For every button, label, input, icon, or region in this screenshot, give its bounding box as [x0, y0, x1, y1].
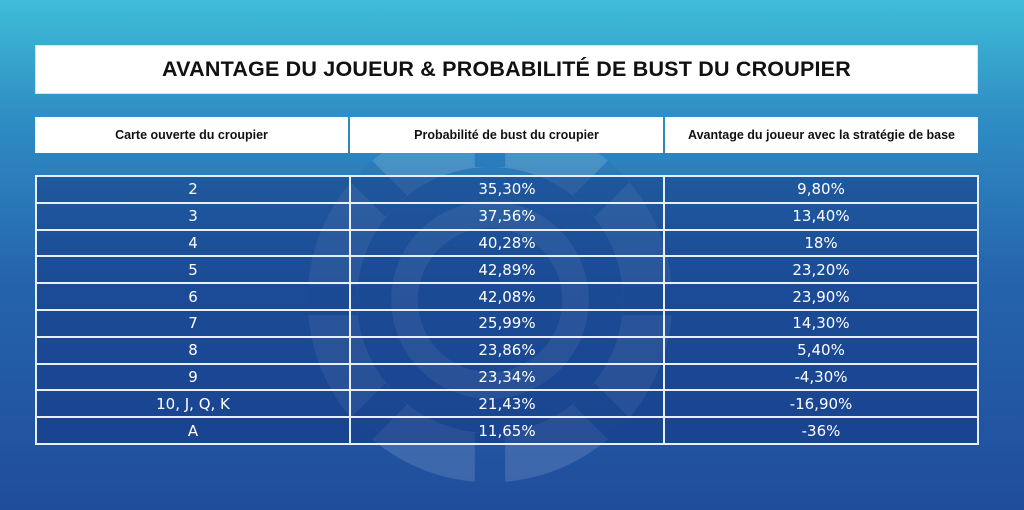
player-advantage-cell: 14,30% — [663, 308, 979, 338]
bust-probability-cell: 23,86% — [349, 335, 665, 365]
player-advantage-cell: 9,80% — [663, 175, 979, 204]
player-advantage-cell: -16,90% — [663, 389, 979, 419]
table-row: 2 35,30% 9,80% — [35, 175, 979, 204]
dealer-card-cell: 9 — [35, 362, 351, 392]
bust-probability-cell: 35,30% — [349, 175, 665, 204]
player-advantage-cell: -36% — [663, 416, 979, 445]
table-row: A 11,65% -36% — [35, 416, 979, 445]
bust-probability-cell: 37,56% — [349, 201, 665, 231]
table-row: 7 25,99% 14,30% — [35, 308, 979, 338]
bust-probability-cell: 21,43% — [349, 389, 665, 419]
probability-table: 2 35,30% 9,80% 3 37,56% 13,40% 4 40,28% 18% 5 42,8… — [35, 175, 979, 445]
dealer-card-cell: A — [35, 416, 351, 445]
player-advantage-cell: 23,20% — [663, 255, 979, 285]
table-row: 4 40,28% 18% — [35, 228, 979, 258]
dealer-card-cell: 3 — [35, 201, 351, 231]
bust-probability-cell: 11,65% — [349, 416, 665, 445]
dealer-card-cell: 10, J, Q, K — [35, 389, 351, 419]
dealer-card-cell: 8 — [35, 335, 351, 365]
bust-probability-cell: 23,34% — [349, 362, 665, 392]
dealer-card-cell: 7 — [35, 308, 351, 338]
column-header-player-advantage: Avantage du joueur avec la stratégie de … — [665, 117, 978, 153]
dealer-card-cell: 6 — [35, 282, 351, 311]
player-advantage-cell: 23,90% — [663, 282, 979, 311]
dealer-card-cell: 4 — [35, 228, 351, 258]
page-title: AVANTAGE DU JOUEUR & PROBABILITÉ DE BUST… — [162, 57, 851, 81]
player-advantage-cell: 5,40% — [663, 335, 979, 365]
column-header-bust-probability: Probabilité de bust du croupier — [350, 117, 663, 153]
bust-probability-cell: 42,89% — [349, 255, 665, 285]
table-row: 8 23,86% 5,40% — [35, 335, 979, 365]
table-header-row: Carte ouverte du croupier Probabilité de… — [35, 117, 978, 153]
table-row: 5 42,89% 23,20% — [35, 255, 979, 285]
table-row: 6 42,08% 23,90% — [35, 282, 979, 311]
player-advantage-cell: 18% — [663, 228, 979, 258]
column-header-dealer-card: Carte ouverte du croupier — [35, 117, 348, 153]
table-row: 9 23,34% -4,30% — [35, 362, 979, 392]
bust-probability-cell: 40,28% — [349, 228, 665, 258]
player-advantage-cell: 13,40% — [663, 201, 979, 231]
title-banner: AVANTAGE DU JOUEUR & PROBABILITÉ DE BUST… — [35, 45, 978, 94]
bust-probability-cell: 42,08% — [349, 282, 665, 311]
table-body: 2 35,30% 9,80% 3 37,56% 13,40% 4 40,28% 18% 5 42,8… — [35, 175, 979, 445]
bust-probability-cell: 25,99% — [349, 308, 665, 338]
dealer-card-cell: 5 — [35, 255, 351, 285]
table-row: 3 37,56% 13,40% — [35, 201, 979, 231]
table-row: 10, J, Q, K 21,43% -16,90% — [35, 389, 979, 419]
player-advantage-cell: -4,30% — [663, 362, 979, 392]
dealer-card-cell: 2 — [35, 175, 351, 204]
